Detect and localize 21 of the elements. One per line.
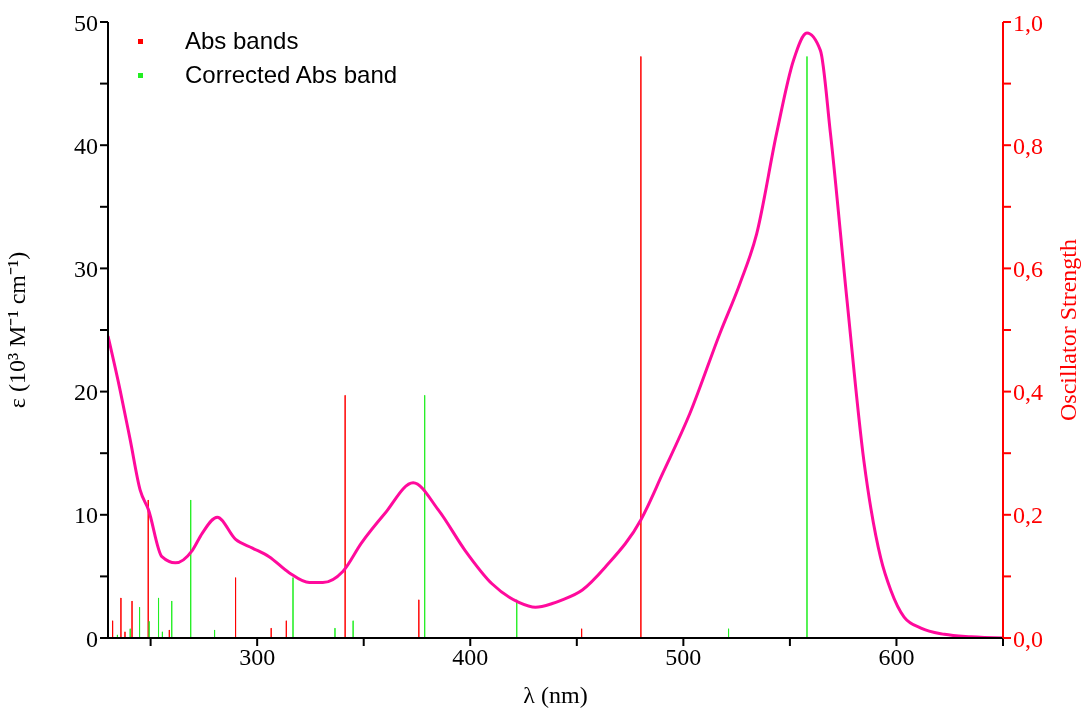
y-tick-label: 0 <box>86 625 98 652</box>
y-tick-label: 10 <box>74 502 98 529</box>
x-tick-label: 600 <box>878 644 915 671</box>
y2-axis-title: Oscillator Strength <box>1054 239 1081 421</box>
y2-tick-label: 0,2 <box>1013 502 1043 529</box>
y2-tick-label: 0,6 <box>1013 255 1043 282</box>
y-tick-label: 20 <box>74 379 98 406</box>
y-tick-label: 30 <box>74 255 98 282</box>
legend-label: Abs bands <box>185 27 299 55</box>
x-tick-label: 400 <box>452 644 489 671</box>
y2-tick-label: 1,0 <box>1013 9 1043 36</box>
y-axis-title: ε (10³ M⁻¹ cm⁻¹) <box>3 251 30 409</box>
x-axis-title: λ (nm) <box>523 682 588 708</box>
x-tick-label: 500 <box>665 644 702 671</box>
y2-tick-label: 0,8 <box>1013 132 1043 159</box>
y-tick-label: 40 <box>74 132 98 159</box>
legend-label: Corrected Abs band <box>185 61 398 89</box>
y-tick-label: 50 <box>74 9 98 36</box>
x-tick-label: 300 <box>239 644 276 671</box>
y2-tick-label: 0,4 <box>1013 379 1043 406</box>
y2-tick-label: 0,0 <box>1013 625 1043 652</box>
